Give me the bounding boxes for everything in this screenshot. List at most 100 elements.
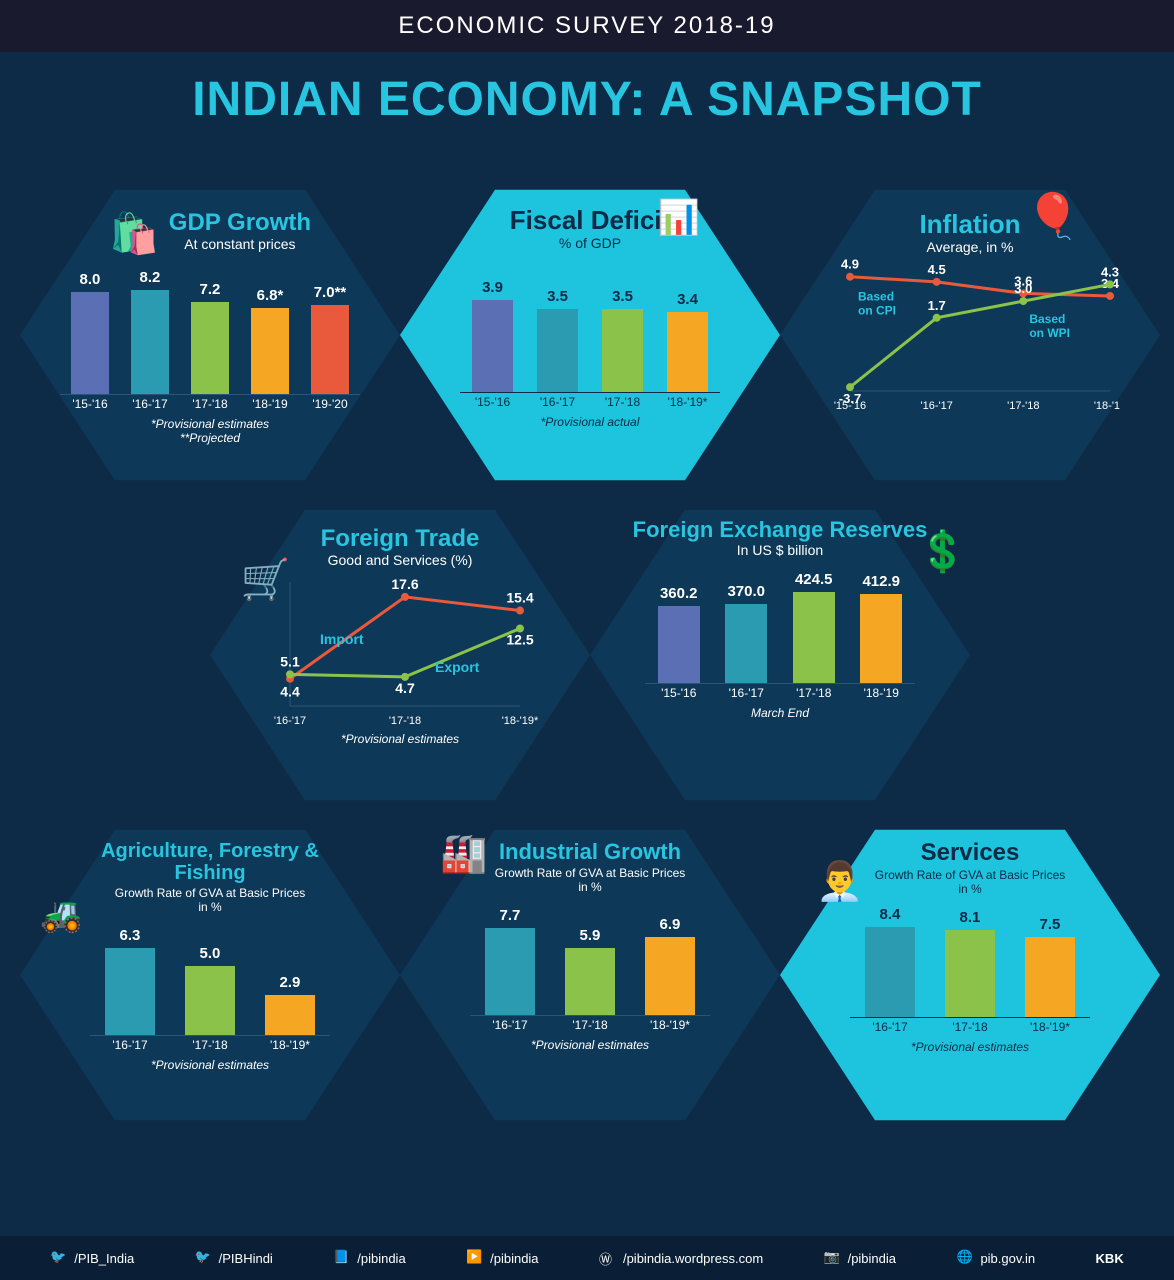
bar-category-label: '15-'16 <box>65 397 114 411</box>
bar-value-label: 360.2 <box>652 585 706 602</box>
svg-text:'17-'18: '17-'18 <box>389 715 421 727</box>
footer-item[interactable]: 🐦 /PIB_India <box>50 1249 134 1267</box>
footer-label: pib.gov.in <box>980 1251 1035 1266</box>
bar <box>131 290 168 394</box>
bar-value-label: 3.5 <box>596 288 648 305</box>
bar-category-label: '16-'17 <box>125 397 174 411</box>
bar-value-label: 5.0 <box>179 945 241 962</box>
bar-category-label: '16-'17 <box>479 1018 541 1032</box>
inflation-title: Inflation <box>919 210 1020 239</box>
svg-text:4.4: 4.4 <box>280 684 300 700</box>
services-title: Services <box>870 840 1070 866</box>
services-subtitle: Growth Rate of GVA at Basic Prices in % <box>870 868 1070 896</box>
factory-icon: 🏭 <box>440 832 487 876</box>
bar <box>485 928 535 1016</box>
bar-value-label: 2.9 <box>259 974 321 991</box>
bar-value-label: 6.8* <box>245 287 294 304</box>
bar-value-label: 370.0 <box>719 583 773 600</box>
footer-credit: KBK <box>1096 1251 1124 1266</box>
gdp-chart: 8.08.27.26.8*7.0** <box>60 265 360 395</box>
svg-text:on WPI: on WPI <box>1029 326 1070 340</box>
header-bar: ECONOMIC SURVEY 2018-19 <box>0 0 1174 52</box>
bar <box>667 312 707 392</box>
wordpress-icon: Ⓦ <box>599 1249 617 1267</box>
cart-icon: 🛒 <box>241 556 291 603</box>
footer-item[interactable]: 📘/pibindia <box>333 1249 405 1267</box>
trade-title: Foreign Trade <box>321 526 480 552</box>
bar <box>865 927 915 1017</box>
gdp-subtitle: At constant prices <box>169 236 311 252</box>
bar <box>565 948 615 1015</box>
svg-text:'16-'17: '16-'17 <box>920 400 952 412</box>
bar <box>537 309 577 391</box>
services-note: *Provisional estimates <box>911 1040 1029 1054</box>
forex-chart: 360.2370.0424.5412.9 <box>645 574 915 684</box>
fiscal-subtitle: % of GDP <box>510 235 670 251</box>
svg-text:Import: Import <box>320 631 364 647</box>
bar <box>251 308 288 394</box>
bar-category-label: '16-'17 <box>859 1020 921 1034</box>
svg-text:Export: Export <box>435 659 480 675</box>
svg-text:4.9: 4.9 <box>841 259 859 272</box>
footer-item[interactable]: 📷 /pibindia <box>824 1249 896 1267</box>
trade-note: *Provisional estimates <box>341 732 459 746</box>
bar-value-label: 7.0** <box>305 284 354 301</box>
bar-category-label: '16-'17 <box>719 686 773 700</box>
bar-value-label: 7.7 <box>479 907 541 924</box>
svg-text:'18-'19*: '18-'19* <box>502 715 539 727</box>
forex-subtitle: In US $ billion <box>633 542 928 558</box>
bar-value-label: 6.3 <box>99 927 161 944</box>
bar-value-label: 8.2 <box>125 269 174 286</box>
footer-item[interactable]: 🌐 pib.gov.in <box>956 1249 1035 1267</box>
fiscal-title: Fiscal Deficit <box>510 206 670 235</box>
bar-value-label: 6.9 <box>639 916 701 933</box>
bar <box>658 606 700 683</box>
youtube-icon: ▶️ <box>466 1249 484 1267</box>
hex-forex: Foreign Exchange Reserves In US $ billio… <box>590 490 970 820</box>
footer-label: /pibindia <box>490 1251 538 1266</box>
footer-item[interactable]: ▶️ /pibindia <box>466 1249 538 1267</box>
bar <box>945 930 995 1017</box>
bar-value-label: 3.9 <box>466 279 518 296</box>
bar-value-label: 3.5 <box>531 288 583 305</box>
instagram-icon: 📷 <box>824 1249 842 1267</box>
bar <box>602 309 642 391</box>
headset-icon: 👨‍💼 <box>816 860 863 904</box>
hex-trade: Foreign Trade Good and Services (%) 🛒 4.… <box>210 490 590 820</box>
bar-category-label: '16-'17 <box>99 1038 161 1052</box>
gdp-title: GDP Growth <box>169 210 311 236</box>
footer-label: /PIB_India <box>74 1251 134 1266</box>
footer-item[interactable]: 🐦/PIBHindi <box>195 1249 273 1267</box>
dollar-icon: 💲 <box>918 528 968 575</box>
facebook-icon: 📘 <box>333 1249 351 1267</box>
hex-gdp: 🛍️ GDP Growth At constant prices 8.08.27… <box>20 170 400 500</box>
bar <box>725 604 767 684</box>
footer-item[interactable]: Ⓦ/pibindia.wordpress.com <box>599 1249 763 1267</box>
bar <box>191 302 228 394</box>
bar-category-label: '18-'19* <box>259 1038 321 1052</box>
bar <box>71 292 108 394</box>
footer-label: /pibindia <box>848 1251 896 1266</box>
industrial-note: *Provisional estimates <box>531 1038 649 1052</box>
svg-text:4.5: 4.5 <box>928 261 946 276</box>
tractor-icon: 🚜 <box>40 895 82 935</box>
globe-icon: 🌐 <box>956 1249 974 1267</box>
forex-title: Foreign Exchange Reserves <box>633 518 928 542</box>
svg-text:Based: Based <box>858 289 894 303</box>
bar-value-label: 3.4 <box>661 291 713 308</box>
svg-text:17.6: 17.6 <box>391 576 418 592</box>
svg-text:'18-'19: '18-'19 <box>1094 400 1120 412</box>
bar-value-label: 412.9 <box>854 573 908 590</box>
svg-text:Based: Based <box>1029 312 1065 326</box>
bar-value-label: 8.4 <box>859 906 921 923</box>
svg-text:5.1: 5.1 <box>280 654 300 670</box>
twitter-icon: 🐦 <box>50 1249 68 1267</box>
trade-subtitle: Good and Services (%) <box>321 552 480 568</box>
hex-industrial: Industrial Growth Growth Rate of GVA at … <box>400 810 780 1140</box>
fiscal-note: *Provisional actual <box>541 415 640 429</box>
gdp-note1: *Provisional estimates <box>151 417 269 431</box>
bar-category-label: '17-'18 <box>787 686 841 700</box>
bar <box>1025 937 1075 1018</box>
hex-agri: Agriculture, Forestry & Fishing Growth R… <box>20 810 400 1140</box>
bar-category-label: '18-'19 <box>245 397 294 411</box>
